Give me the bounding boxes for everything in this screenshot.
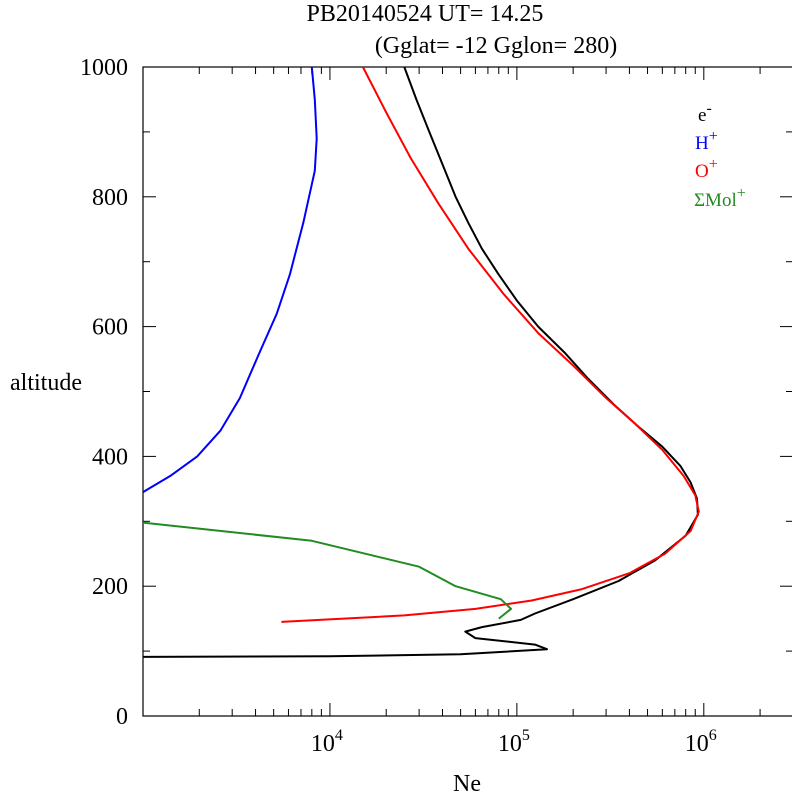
series-line-2 [281,66,700,623]
y-tick-label: 400 [92,444,128,470]
y-axis-label: altitude [10,370,82,396]
legend-entry-0: e- [698,100,712,126]
chart-title-line2: (Gglat= -12 Gglon= 280) [375,33,617,59]
legend-entry-1: H+ [695,128,718,154]
x-tick-label: 105 [498,727,530,757]
y-tick-label: 600 [92,315,128,341]
x-ticks [142,67,761,716]
legend: e-H+O+ ΣMol+ [694,100,746,211]
series-line-1 [142,66,318,493]
legend-entry-3: ΣMol+ [694,185,746,211]
y-tick-label: 200 [92,574,128,600]
y-tick-labels: 0 200 400 600 800 1000 [80,55,128,730]
legend-entry-2: O+ [695,156,718,182]
x-tick-labels: 104 105 106 [311,727,717,757]
y-tick-label: 1000 [80,55,128,81]
x-axis-label: Ne [453,771,481,796]
series-line-0 [142,66,699,658]
chart-title-line1: PB20140524 UT= 14.25 [307,1,544,27]
y-tick-label: 0 [116,704,128,730]
series-lines [142,66,700,658]
y-tick-label: 800 [92,185,128,211]
x-tick-label: 104 [311,727,343,757]
series-line-3 [142,521,512,620]
x-tick-label: 106 [685,727,717,757]
